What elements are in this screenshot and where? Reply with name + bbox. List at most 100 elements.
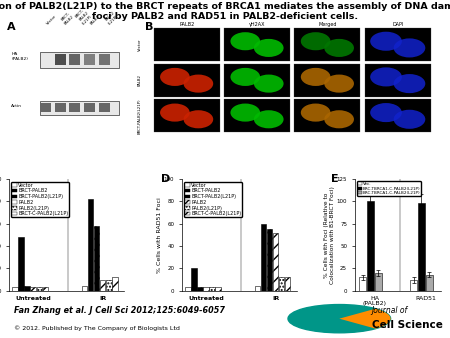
Ellipse shape bbox=[254, 39, 284, 57]
Text: BRCT-
PALB2
(L21P): BRCT- PALB2 (L21P) bbox=[75, 7, 93, 25]
Bar bbox=[365, 64, 431, 97]
Bar bbox=[255, 286, 260, 291]
Text: A: A bbox=[7, 22, 15, 32]
Bar bbox=[294, 28, 360, 61]
Bar bbox=[31, 287, 36, 291]
Bar bbox=[69, 54, 81, 66]
Circle shape bbox=[288, 305, 391, 333]
Ellipse shape bbox=[324, 39, 354, 57]
Ellipse shape bbox=[394, 110, 425, 129]
Ellipse shape bbox=[160, 103, 190, 122]
Y-axis label: % Cells with Foci (Relative to
Colocalization with B1-BRCT Foci): % Cells with Foci (Relative to Colocaliz… bbox=[324, 186, 335, 284]
Bar bbox=[40, 52, 119, 68]
Text: BRCT-
PALB2: BRCT- PALB2 bbox=[60, 11, 75, 25]
Text: Fan Zhang et al. J Cell Sci 2012;125:6049-6057: Fan Zhang et al. J Cell Sci 2012;125:604… bbox=[14, 306, 225, 315]
Ellipse shape bbox=[160, 68, 190, 86]
Bar bbox=[55, 103, 66, 112]
Text: Vector: Vector bbox=[138, 38, 142, 51]
Bar bbox=[185, 287, 191, 291]
Ellipse shape bbox=[370, 103, 402, 122]
Text: foci by PALB2 and RAD51 in PALB2-deficient cells.: foci by PALB2 and RAD51 in PALB2-deficie… bbox=[92, 12, 358, 21]
Text: B: B bbox=[145, 22, 153, 32]
Bar bbox=[191, 268, 197, 291]
Bar bbox=[375, 273, 382, 291]
Bar bbox=[418, 203, 425, 291]
Text: D: D bbox=[161, 174, 171, 184]
Text: Merged: Merged bbox=[318, 22, 337, 27]
Bar bbox=[18, 237, 24, 291]
Text: DAPI: DAPI bbox=[392, 22, 404, 27]
Bar bbox=[203, 287, 209, 291]
Text: PALB2: PALB2 bbox=[138, 74, 142, 86]
Text: HA
(PALB2): HA (PALB2) bbox=[11, 52, 28, 61]
Legend: Vector, BRCT-PALB2, BRCT-PALB2(L21P), PALB2, PALB2(L21P), BRCT-C-PALB2(L21P): Vector, BRCT-PALB2, BRCT-PALB2(L21P), PA… bbox=[184, 182, 242, 217]
Ellipse shape bbox=[394, 39, 425, 57]
Bar bbox=[153, 64, 220, 97]
Bar bbox=[367, 201, 374, 291]
Wedge shape bbox=[339, 309, 391, 329]
Bar bbox=[13, 287, 18, 291]
Bar bbox=[426, 275, 433, 291]
Bar bbox=[84, 103, 95, 112]
Text: E: E bbox=[331, 174, 338, 184]
Text: PALB2: PALB2 bbox=[90, 14, 101, 25]
Bar bbox=[279, 277, 284, 291]
Ellipse shape bbox=[301, 68, 330, 86]
Legend: Vec., BRC-TBRCA1-C-PALB2(L21P), BRC-TBRCA1-C-PALB2(L21P): Vec., BRC-TBRCA1-C-PALB2(L21P), BRC-TBRC… bbox=[357, 181, 421, 196]
Bar bbox=[36, 287, 42, 291]
Bar bbox=[153, 28, 220, 61]
Text: Fusion of PALB2(L21P) to the BRCT repeats of BRCA1 mediates the assembly of DNA : Fusion of PALB2(L21P) to the BRCT repeat… bbox=[0, 2, 450, 11]
Bar bbox=[359, 277, 366, 291]
Ellipse shape bbox=[394, 74, 425, 93]
Bar bbox=[410, 280, 417, 291]
Bar bbox=[82, 286, 87, 291]
Text: Vector: Vector bbox=[45, 14, 57, 25]
Ellipse shape bbox=[230, 103, 260, 122]
Ellipse shape bbox=[370, 32, 402, 51]
Bar bbox=[224, 28, 290, 61]
Ellipse shape bbox=[324, 75, 354, 93]
Bar bbox=[224, 99, 290, 132]
Bar bbox=[112, 277, 117, 291]
Ellipse shape bbox=[184, 75, 213, 93]
Ellipse shape bbox=[370, 67, 402, 87]
Ellipse shape bbox=[254, 110, 284, 128]
Bar bbox=[285, 277, 290, 291]
Bar bbox=[24, 286, 30, 291]
Bar bbox=[84, 54, 95, 66]
Bar bbox=[43, 287, 48, 291]
Bar bbox=[40, 101, 119, 115]
Ellipse shape bbox=[230, 32, 260, 50]
Legend: Vector, BRCT-PALB2, BRCT-PALB2(L21P), PALB2, PALB2(L21P), BRCT-C-PALB2(L21P): Vector, BRCT-PALB2, BRCT-PALB2(L21P), PA… bbox=[11, 182, 69, 217]
Bar bbox=[273, 233, 279, 291]
Bar bbox=[69, 103, 81, 112]
Text: Journal of: Journal of bbox=[372, 306, 408, 315]
Text: Cell Science: Cell Science bbox=[372, 320, 442, 330]
Bar bbox=[294, 64, 360, 97]
Bar bbox=[198, 287, 203, 291]
Bar bbox=[88, 199, 94, 291]
Bar bbox=[294, 99, 360, 132]
Bar bbox=[261, 224, 266, 291]
Bar bbox=[94, 226, 99, 291]
Ellipse shape bbox=[230, 68, 260, 86]
Ellipse shape bbox=[324, 110, 354, 128]
Bar bbox=[365, 28, 431, 61]
Bar bbox=[99, 54, 110, 66]
Bar bbox=[267, 230, 272, 291]
Bar bbox=[224, 64, 290, 97]
Text: γH2AX: γH2AX bbox=[249, 22, 265, 27]
Text: PALB2: PALB2 bbox=[179, 22, 194, 27]
Bar bbox=[209, 287, 215, 291]
Y-axis label: % Cells with RAD51 Foci: % Cells with RAD51 Foci bbox=[158, 197, 162, 273]
Ellipse shape bbox=[184, 110, 213, 128]
Bar bbox=[100, 280, 105, 291]
Bar bbox=[216, 287, 221, 291]
Bar bbox=[106, 280, 112, 291]
Bar bbox=[55, 54, 66, 66]
Bar bbox=[365, 99, 431, 132]
Bar bbox=[153, 99, 220, 132]
Text: PALB2
(L21P): PALB2 (L21P) bbox=[104, 10, 119, 25]
Text: BRCT-PALB2(L21P): BRCT-PALB2(L21P) bbox=[138, 98, 142, 134]
Ellipse shape bbox=[301, 32, 330, 50]
